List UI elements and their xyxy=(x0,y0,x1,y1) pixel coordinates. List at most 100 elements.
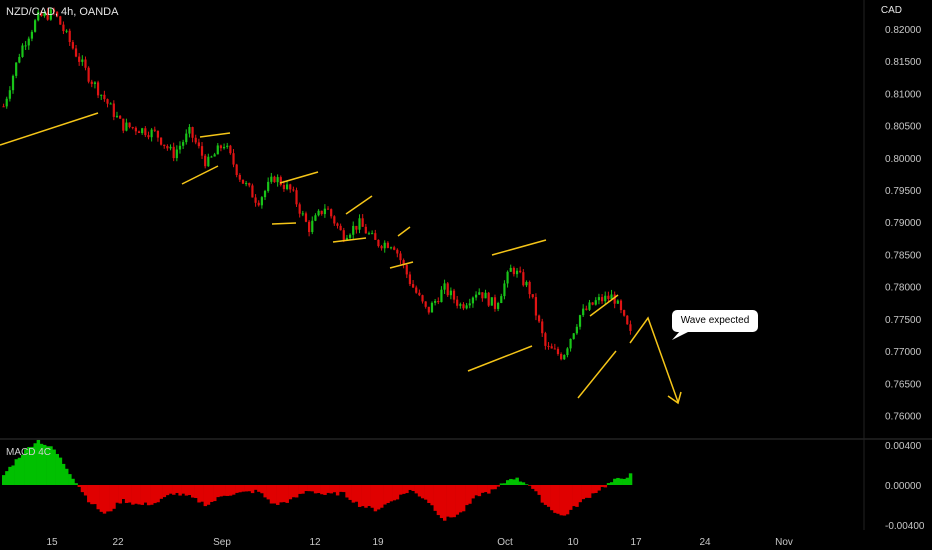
macd-bar xyxy=(128,485,132,503)
candle-body xyxy=(182,142,185,146)
macd-bar xyxy=(342,485,346,493)
macd-histogram xyxy=(2,439,633,521)
macd-bar xyxy=(206,485,211,505)
candle-body xyxy=(336,223,339,226)
symbol-title[interactable]: NZD/CAD, 4h, OANDA xyxy=(6,6,119,18)
macd-bar xyxy=(263,485,267,498)
candle-body xyxy=(361,218,364,227)
candle-body xyxy=(200,146,204,156)
macd-bar xyxy=(483,485,488,493)
macd-bar xyxy=(449,485,453,518)
macd-bar xyxy=(150,485,154,505)
candle-body xyxy=(623,310,626,316)
macd-bar xyxy=(594,485,598,493)
candle-body xyxy=(515,270,519,275)
candle-body xyxy=(556,348,560,355)
macd-bar xyxy=(628,473,633,485)
candle-body xyxy=(219,145,223,149)
candle-body xyxy=(569,338,572,349)
candle-body xyxy=(484,292,487,299)
candle-body xyxy=(84,59,87,68)
candle-body xyxy=(459,304,462,306)
macd-bar xyxy=(622,478,626,485)
candle-body xyxy=(308,221,311,233)
macd-bar xyxy=(427,485,431,503)
macd-bar xyxy=(14,459,19,485)
macd-bar xyxy=(405,485,409,494)
macd-indicator-label[interactable]: MACD 4C xyxy=(6,447,52,458)
candle-body xyxy=(15,62,18,76)
candle-body xyxy=(52,9,56,12)
candle-body xyxy=(493,297,497,309)
macd-bar xyxy=(383,485,387,505)
macd-bar xyxy=(367,485,371,507)
macd-bar xyxy=(244,485,248,492)
macd-bar xyxy=(49,446,53,485)
macd-bar xyxy=(490,485,494,490)
currency-label: CAD xyxy=(880,5,902,16)
candle-body xyxy=(273,176,276,183)
macd-bar xyxy=(213,485,217,502)
candle-body xyxy=(497,302,500,309)
candle-body xyxy=(352,225,355,235)
candle-body xyxy=(106,99,109,104)
macd-bar xyxy=(209,485,214,502)
macd-bar xyxy=(606,483,611,485)
candle-body xyxy=(301,213,304,215)
macd-bar xyxy=(118,485,122,504)
macd-bar xyxy=(443,485,447,521)
candle-body xyxy=(172,146,175,159)
macd-bar xyxy=(496,485,500,487)
candle-body xyxy=(5,98,8,107)
macd-bar xyxy=(619,478,623,485)
candle-body xyxy=(56,11,59,17)
time-tick-label: 22 xyxy=(112,537,124,548)
candle-body xyxy=(254,197,257,203)
candle-body xyxy=(188,127,191,134)
candle-body xyxy=(96,82,100,96)
candle-body xyxy=(440,289,443,303)
candle-body xyxy=(93,82,97,84)
macd-bar xyxy=(172,485,176,495)
candle-body xyxy=(74,48,78,57)
candle-body xyxy=(575,326,578,334)
wave-expected-callout[interactable]: Wave expected xyxy=(672,310,758,332)
candle-body xyxy=(59,16,62,25)
macd-bar xyxy=(153,485,157,504)
candle-body xyxy=(153,129,156,131)
candle-body xyxy=(62,24,65,32)
time-tick-label: 10 xyxy=(567,537,579,548)
macd-bar xyxy=(398,485,403,495)
macd-bar xyxy=(597,485,601,491)
candle-body xyxy=(185,133,188,143)
candle-body xyxy=(600,297,604,302)
candle-body xyxy=(522,272,525,286)
macd-bar xyxy=(348,485,352,500)
macd-bar xyxy=(105,485,110,512)
macd-bar xyxy=(307,485,311,492)
macd-bar xyxy=(370,485,374,508)
candle-body xyxy=(509,267,512,272)
trend-line xyxy=(589,294,619,317)
macd-bar xyxy=(376,485,381,510)
trend-line xyxy=(389,261,414,269)
candle-body xyxy=(572,333,575,339)
price-tick-label: 0.80000 xyxy=(885,154,922,165)
macd-bar xyxy=(99,485,104,512)
candle-body xyxy=(141,128,144,134)
candle-body xyxy=(465,305,468,309)
macd-bar xyxy=(521,482,526,485)
candle-body xyxy=(159,137,163,145)
macd-bar xyxy=(71,478,75,485)
macd-bar xyxy=(433,485,437,511)
macd-bar xyxy=(420,485,425,499)
candle-body xyxy=(150,129,153,138)
candle-body xyxy=(506,271,509,284)
macd-bar xyxy=(436,485,441,516)
time-tick-label: 19 xyxy=(372,537,384,548)
price-tick-label: 0.80500 xyxy=(885,122,922,133)
macd-bar xyxy=(269,485,274,504)
candle-body xyxy=(537,315,541,322)
candle-body xyxy=(194,137,197,143)
